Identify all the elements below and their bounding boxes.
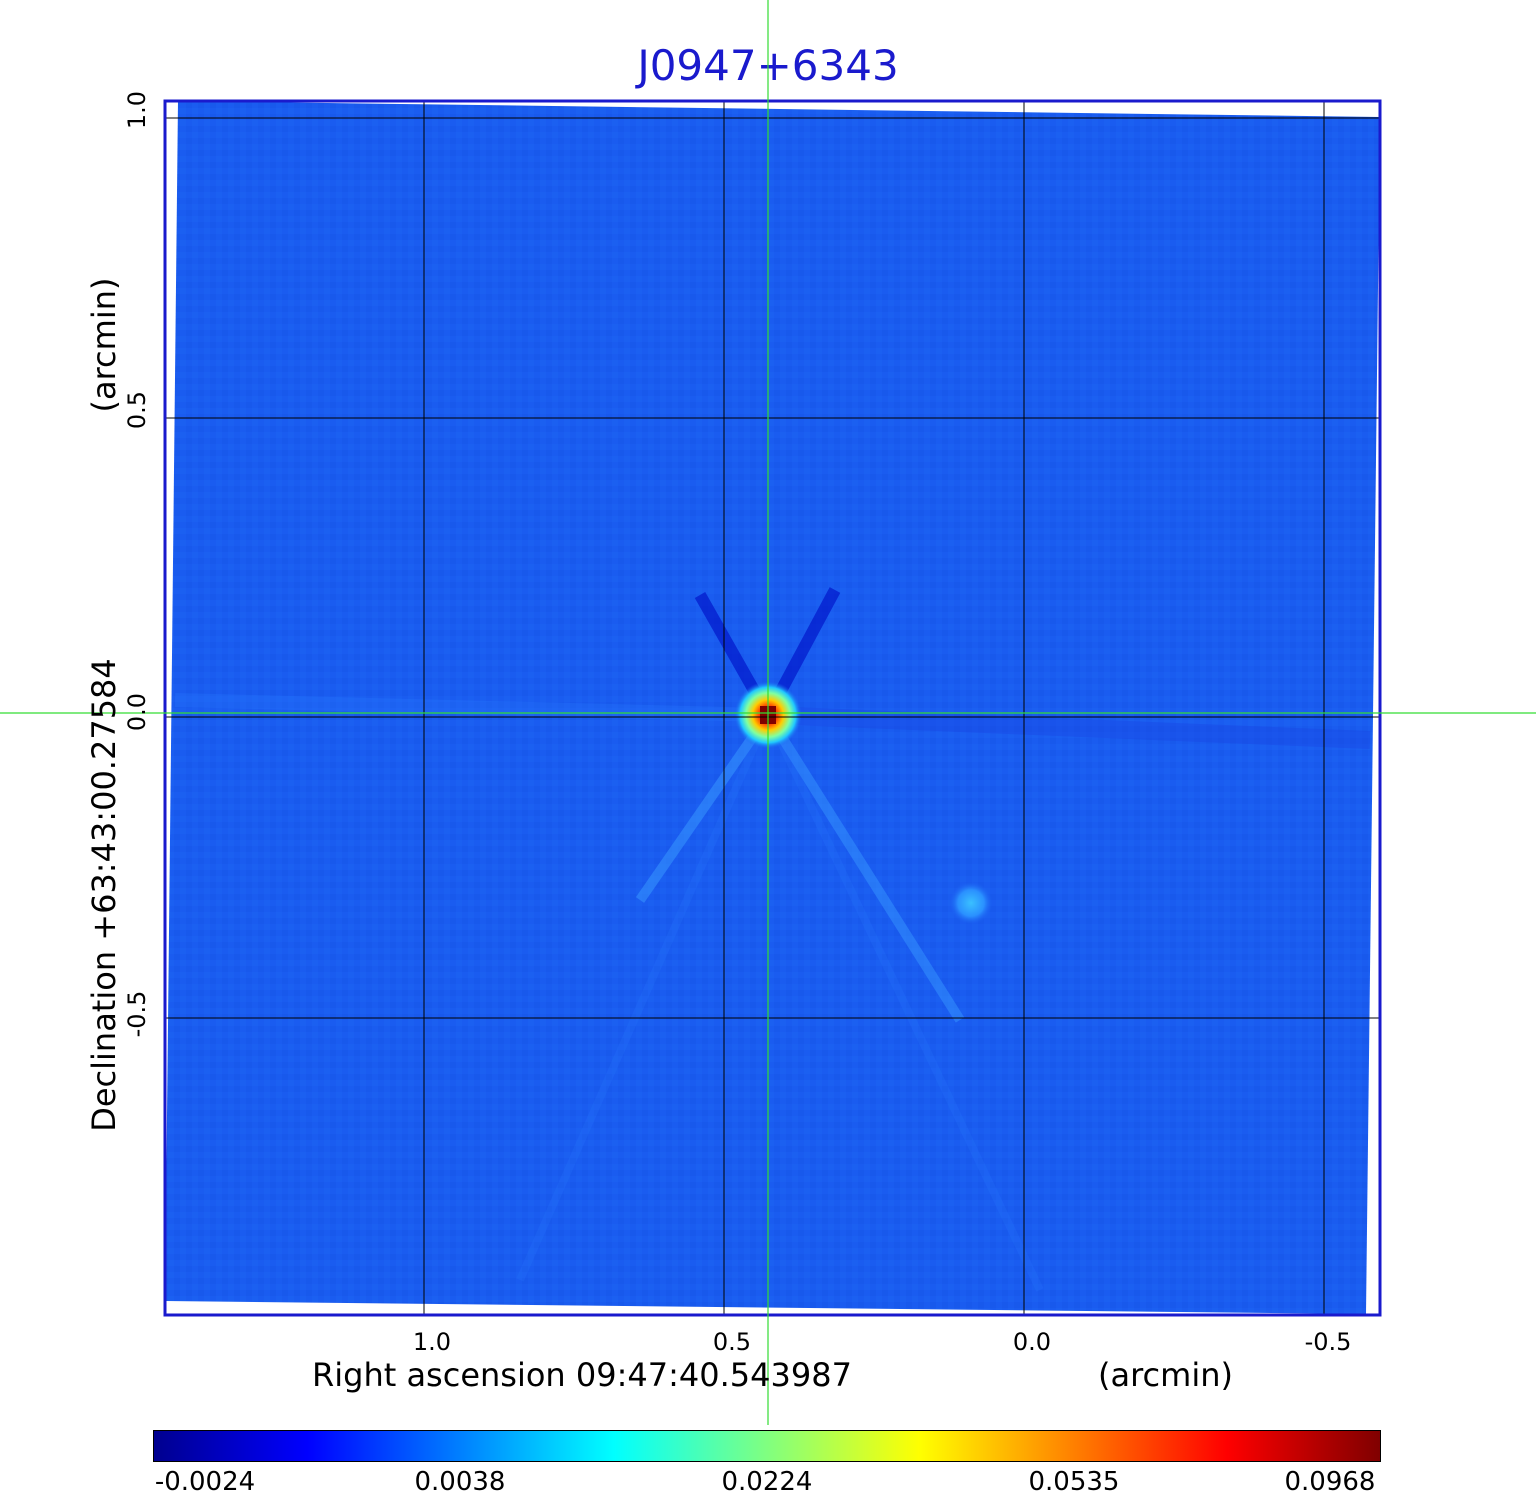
y-axis-unit: (arcmin): [85, 277, 123, 413]
y-tick-label: 1.0: [123, 90, 151, 130]
y-tick-label: 0.0: [123, 692, 151, 732]
colorbar-tick-label: 0.0968: [1284, 1467, 1376, 1497]
colorbar: [153, 1430, 1381, 1462]
colorbar-tick-label: 0.0535: [1028, 1467, 1120, 1497]
x-tick-label: 1.0: [412, 1328, 452, 1356]
x-axis-unit: (arcmin): [1098, 1356, 1233, 1394]
y-axis-label: Declination +63:43:00.27584: [85, 658, 123, 1132]
x-tick-label: 0.5: [712, 1328, 752, 1356]
colorbar-tick-label: 0.0038: [414, 1467, 506, 1497]
y-tick-label: 0.5: [123, 390, 151, 430]
x-axis-label: Right ascension 09:47:40.543987: [312, 1356, 852, 1394]
crosshair: [0, 0, 1536, 1425]
colorbar-tick-label: -0.0024: [154, 1467, 256, 1497]
colorbar-tick-label: 0.0224: [721, 1467, 813, 1497]
plot-frame: [163, 99, 1382, 1317]
secondary-source: [949, 881, 993, 925]
y-tick-label: -0.5: [123, 990, 151, 1038]
coordinate-grid: [165, 101, 1380, 1315]
x-tick-label: 0.0: [1012, 1328, 1052, 1356]
x-tick-label: -0.5: [1304, 1328, 1352, 1356]
